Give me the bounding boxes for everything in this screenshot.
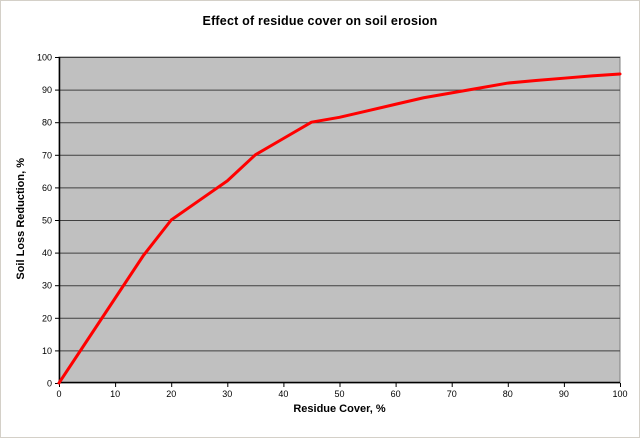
x-tick-label: 30	[222, 389, 232, 399]
x-tick-label: 60	[391, 389, 401, 399]
x-tick-label: 100	[612, 389, 627, 399]
chart-title: Effect of residue cover on soil erosion	[202, 14, 438, 28]
y-tick-label: 10	[42, 346, 52, 356]
y-tick-label: 0	[47, 379, 52, 389]
x-tick-label: 40	[278, 389, 288, 399]
x-tick-label: 0	[56, 389, 61, 399]
x-tick-label: 20	[166, 389, 176, 399]
x-tick-label: 90	[559, 389, 569, 399]
series-line-soil-loss-reduction	[57, 72, 622, 385]
y-tick-label: 60	[42, 183, 52, 193]
x-tick-label: 50	[334, 389, 344, 399]
y-tick-label: 40	[42, 248, 52, 258]
x-axis-title: Residue Cover, %	[293, 403, 386, 415]
y-tick-label: 100	[37, 53, 52, 63]
x-tick-label: 10	[110, 389, 120, 399]
y-tick-label: 20	[42, 313, 52, 323]
x-tick-label: 80	[503, 389, 513, 399]
y-tick-label: 80	[42, 118, 52, 128]
y-tick-label: 30	[42, 281, 52, 291]
y-tick-label: 70	[42, 150, 52, 160]
y-tick-label: 50	[42, 216, 52, 226]
y-tick-label: 90	[42, 85, 52, 95]
x-tick-label: 70	[447, 389, 457, 399]
